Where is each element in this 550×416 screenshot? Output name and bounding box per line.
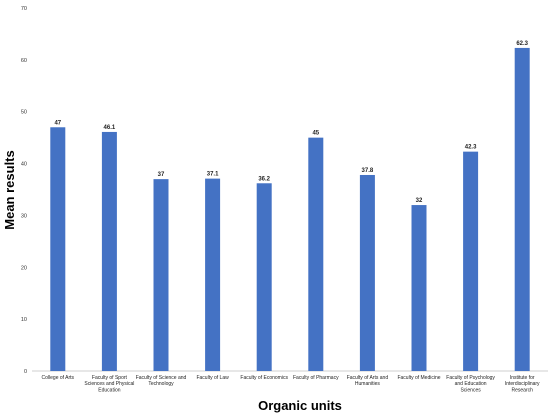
data-label: 62.3 — [516, 41, 528, 47]
bar — [463, 151, 479, 371]
category-label: Faculty of Sport Sciences and Physical Edu… — [84, 375, 134, 393]
data-label: 45 — [312, 131, 319, 137]
y-tick-label: 30 — [21, 213, 27, 219]
category-label: Faculty of Law — [196, 375, 229, 381]
data-label: 32 — [416, 198, 423, 204]
y-axis-ticks: 0 10 20 30 40 50 60 70 — [21, 6, 27, 375]
data-label: 37.1 — [207, 172, 219, 178]
data-label: 42.3 — [465, 145, 477, 151]
bar — [256, 183, 272, 371]
bar — [50, 127, 66, 372]
category-label: Faculty of Psychology and Education Scienc… — [446, 375, 495, 393]
category-labels: College of Arts Faculty of Sport Sciences … — [42, 375, 541, 393]
bar — [411, 205, 427, 371]
category-label: Faculty of Science and Technology — [136, 375, 187, 387]
category-label: College of Arts — [42, 375, 75, 381]
bar — [153, 179, 169, 371]
y-tick-label: 20 — [21, 265, 27, 271]
data-label: 37 — [158, 172, 165, 178]
bars — [50, 47, 530, 372]
y-tick-label: 0 — [24, 369, 27, 375]
data-label: 47 — [54, 120, 61, 126]
data-label: 46.1 — [104, 125, 116, 131]
category-label: Faculty of Arts and Humanities — [347, 375, 389, 387]
data-label: 36.2 — [258, 176, 270, 182]
y-tick-label: 70 — [21, 6, 27, 12]
y-tick-label: 60 — [21, 58, 27, 64]
category-label: Faculty of Pharmacy — [293, 375, 339, 381]
y-tick-label: 10 — [21, 317, 27, 323]
data-label: 37.8 — [362, 168, 374, 174]
bar — [514, 47, 530, 372]
x-axis-title: Organic units — [258, 398, 342, 413]
bar — [308, 137, 324, 371]
y-axis-title: Mean results — [2, 150, 17, 229]
bar — [359, 174, 375, 371]
y-tick-label: 40 — [21, 162, 27, 168]
data-labels: 47 46.1 37 37.1 36.2 45 37.8 32 42.3 62.3 — [54, 41, 528, 204]
category-label: Faculty of Economics — [240, 375, 288, 381]
bar — [205, 178, 221, 371]
category-label: Faculty of Medicine — [397, 375, 440, 381]
y-tick-label: 50 — [21, 110, 27, 116]
category-label: Institute for Interdisciplinary Research — [505, 375, 540, 393]
bar — [101, 131, 117, 371]
